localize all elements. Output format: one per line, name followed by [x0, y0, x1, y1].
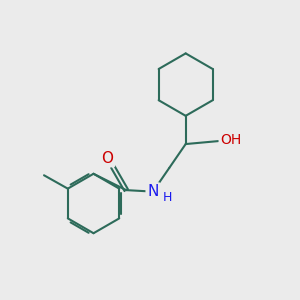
Text: OH: OH [220, 134, 242, 148]
Text: O: O [101, 151, 113, 166]
Text: N: N [147, 184, 159, 199]
Text: H: H [163, 191, 172, 204]
